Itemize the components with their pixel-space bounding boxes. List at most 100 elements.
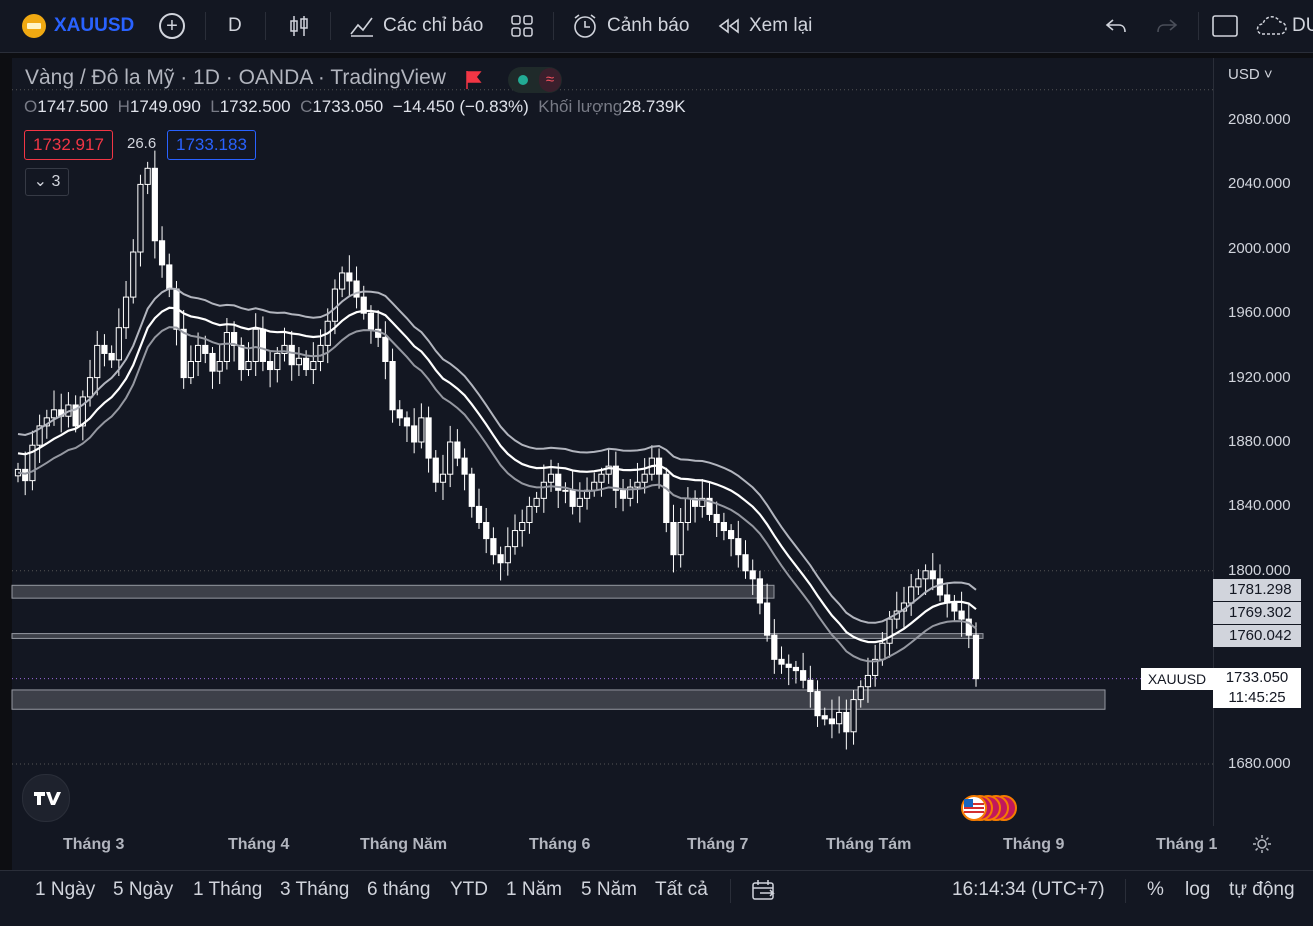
candle-body — [151, 167, 158, 242]
layout-button[interactable] — [1212, 0, 1238, 52]
candle-body — [108, 352, 115, 361]
candle-body — [908, 586, 915, 604]
time-tick: Tháng 7 — [687, 836, 749, 853]
candle-body — [223, 332, 230, 362]
templates-button[interactable] — [510, 0, 534, 52]
candle-body — [94, 344, 101, 379]
candles-icon — [290, 16, 308, 36]
sell-price: 1732.917 — [33, 135, 104, 154]
replay-button[interactable]: Xem lại — [717, 0, 812, 52]
candle-body — [828, 718, 836, 725]
candle-body — [519, 522, 526, 532]
range-5y[interactable]: 5 Năm — [581, 879, 637, 900]
candle-body — [331, 288, 339, 322]
candle-body — [115, 327, 122, 361]
auto-toggle[interactable]: tự động — [1229, 879, 1295, 900]
redo-button[interactable] — [1155, 0, 1179, 52]
indicators-button[interactable]: Các chỉ báo — [349, 0, 483, 52]
candle-body — [619, 489, 627, 499]
cloud-save-button[interactable]: DU — [1254, 0, 1313, 52]
candle-body — [29, 444, 36, 482]
candle-body — [439, 473, 447, 483]
undo-button[interactable] — [1104, 0, 1128, 52]
legend-collapse-button[interactable]: ⌄ 3 — [25, 168, 69, 196]
cloud-label: DU — [1292, 15, 1313, 36]
range-1y[interactable]: 1 Năm — [506, 879, 562, 900]
candle-body — [972, 634, 980, 680]
candle-body — [367, 312, 375, 330]
range-1d[interactable]: 1 Ngày — [35, 879, 96, 900]
candle-body — [497, 554, 504, 564]
range-3m[interactable]: 3 Tháng — [280, 879, 350, 900]
currency-selector[interactable]: USD ˅ — [1228, 66, 1273, 83]
price-axis-divider — [1213, 58, 1214, 826]
range-all[interactable]: Tất cả — [655, 879, 708, 900]
chart-type-button[interactable] — [288, 0, 310, 52]
candle-body — [555, 473, 562, 491]
candle-body — [310, 361, 317, 371]
candle-body — [929, 570, 936, 580]
time-tick: Tháng 6 — [529, 836, 591, 853]
chart-pane[interactable] — [12, 58, 1313, 870]
add-symbol-button[interactable]: + — [159, 0, 185, 52]
interval-button[interactable]: D — [228, 0, 242, 52]
support-zone — [11, 633, 984, 639]
legend-title: Vàng / Đô la Mỹ · 1D · OANDA · TradingVi… — [25, 66, 446, 90]
candle-body — [187, 361, 194, 379]
sell-button[interactable]: 1732.917 — [24, 130, 113, 160]
candle-body — [468, 473, 475, 507]
candle-body — [727, 530, 735, 540]
clock[interactable]: 16:14:34 (UTC+7) — [952, 879, 1105, 900]
price-tick: 1680.000 — [1228, 755, 1291, 772]
candle-body — [288, 344, 295, 366]
range-ytd[interactable]: YTD — [450, 879, 488, 900]
price-chart[interactable] — [0, 58, 1213, 828]
candle-body — [562, 489, 569, 492]
layout-icon — [1212, 15, 1238, 37]
candle-body — [22, 468, 29, 482]
candle-body — [886, 618, 893, 644]
candle-body — [281, 344, 288, 354]
candle-body — [684, 497, 691, 524]
tradingview-logo-icon[interactable] — [22, 774, 70, 822]
settings-icon[interactable] — [1252, 834, 1272, 859]
range-5d[interactable]: 5 Ngày — [113, 879, 174, 900]
candle-body — [785, 663, 792, 668]
low-value: 1732.500 — [219, 97, 291, 116]
price-badge: 1781.298 — [1213, 579, 1301, 601]
range-6m[interactable]: 6 tháng — [367, 879, 431, 900]
countdown: 11:45:25 — [1228, 689, 1286, 706]
candle-body — [432, 457, 439, 483]
candle-body — [511, 530, 519, 548]
volume-value: 28.739K — [622, 97, 686, 116]
flag-icon[interactable] — [466, 71, 482, 89]
range-1m[interactable]: 1 Tháng — [193, 879, 263, 900]
alert-button[interactable]: Cảnh báo — [571, 0, 689, 52]
percent-toggle[interactable]: % — [1147, 879, 1164, 900]
redo-icon — [1157, 19, 1178, 33]
close-value: 1733.050 — [312, 97, 384, 116]
candle-body — [792, 666, 800, 672]
candle-body — [411, 425, 418, 443]
ema-mid-band — [17, 306, 977, 644]
candle-body — [490, 538, 497, 556]
market-status-badge[interactable]: ≈ — [508, 67, 562, 93]
candle-body — [713, 513, 720, 524]
ema-lower-band — [17, 326, 977, 663]
candle-body — [915, 578, 922, 588]
candle-body — [353, 280, 360, 298]
add-symbol-icon: + — [159, 13, 185, 39]
buy-button[interactable]: 1733.183 — [167, 130, 256, 160]
candle-body — [691, 497, 699, 507]
date-range-icon[interactable] — [752, 879, 778, 906]
candle-body — [403, 417, 411, 427]
candle-body — [475, 505, 483, 523]
symbol-search-button[interactable]: XAUUSD — [22, 0, 134, 52]
current-price: 1733.050 — [1225, 669, 1289, 686]
candle-body — [360, 296, 367, 314]
candle-body — [612, 465, 619, 491]
us-flag-icon[interactable] — [960, 793, 1020, 828]
cloud-icon — [1256, 16, 1287, 35]
log-toggle[interactable]: log — [1185, 879, 1211, 900]
change-value: −14.450 (−0.83%) — [392, 97, 529, 116]
